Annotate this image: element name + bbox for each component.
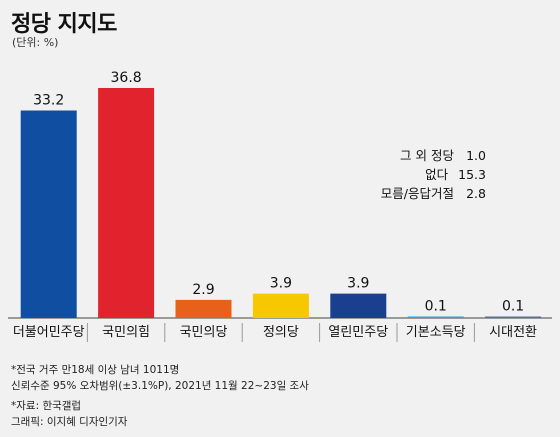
bar-value-label: 2.9	[192, 282, 214, 298]
bar-2	[98, 88, 155, 318]
other-row-3: 모름/응답거절 2.8	[376, 184, 486, 203]
chart-title: 정당 지지도	[11, 12, 117, 37]
category-label: 정의당	[263, 325, 299, 340]
bar-7	[485, 316, 542, 318]
other-value: 1.0	[466, 148, 486, 163]
category-label: 더불어민주당	[13, 325, 85, 340]
bar-value-label: 3.9	[270, 276, 292, 292]
other-row-1: 그 외 정당 1.0	[376, 146, 486, 165]
category-label: 국민의힘	[102, 325, 150, 340]
bar-5	[330, 293, 387, 318]
other-value: 15.3	[458, 167, 486, 182]
bar-value-label: 3.9	[347, 276, 369, 292]
category-label: 열린민주당	[328, 325, 388, 340]
bar-value-label: 0.1	[425, 299, 447, 315]
survey-note: *전국 거주 만18세 이상 남녀 1011명	[11, 364, 180, 376]
bar-value-label: 0.1	[502, 299, 524, 315]
confidence-note: 신뢰수준 95% 오차범위(±3.1%P), 2021년 11월 22~23일 …	[11, 380, 309, 392]
category-dividers	[86, 323, 475, 342]
source-note: *자료: 한국갤럽	[11, 400, 82, 412]
other-label: 모름/응답거절	[380, 186, 454, 201]
bar-4	[252, 293, 309, 318]
footnotes: *전국 거주 만18세 이상 남녀 1011명 신뢰수준 95% 오차범위(±3…	[11, 362, 309, 430]
unit-label: (단위: %)	[12, 36, 59, 49]
bars-group: 33.2 더불어민주당 36.8 국민의힘 2.9 국민의당 3.9 정의당 3.9 열린민주당 0…	[13, 70, 542, 340]
other-row-2: 없다 15.3	[376, 165, 486, 184]
bar-value-label: 36.8	[111, 70, 142, 86]
category-label: 국민의당	[180, 325, 228, 340]
category-label: 기본소득당	[406, 325, 466, 340]
other-label: 그 외 정당	[400, 148, 454, 163]
category-label: 시대전환	[489, 325, 537, 340]
bar-value-label: 33.2	[33, 93, 64, 109]
bar-6	[407, 316, 464, 318]
graphic-credit: 그래픽: 이지혜 디자인기자	[11, 416, 128, 428]
bar-1	[20, 110, 77, 318]
other-label: 없다	[425, 167, 449, 182]
bar-3	[175, 299, 232, 318]
other-value: 2.8	[466, 186, 486, 201]
other-responses: 그 외 정당 1.0 없다 15.3 모름/응답거절 2.8	[376, 146, 486, 203]
